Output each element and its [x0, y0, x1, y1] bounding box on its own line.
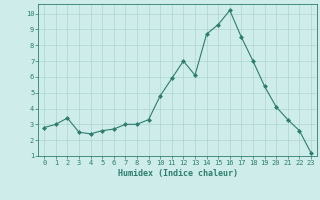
X-axis label: Humidex (Indice chaleur): Humidex (Indice chaleur) — [118, 169, 238, 178]
